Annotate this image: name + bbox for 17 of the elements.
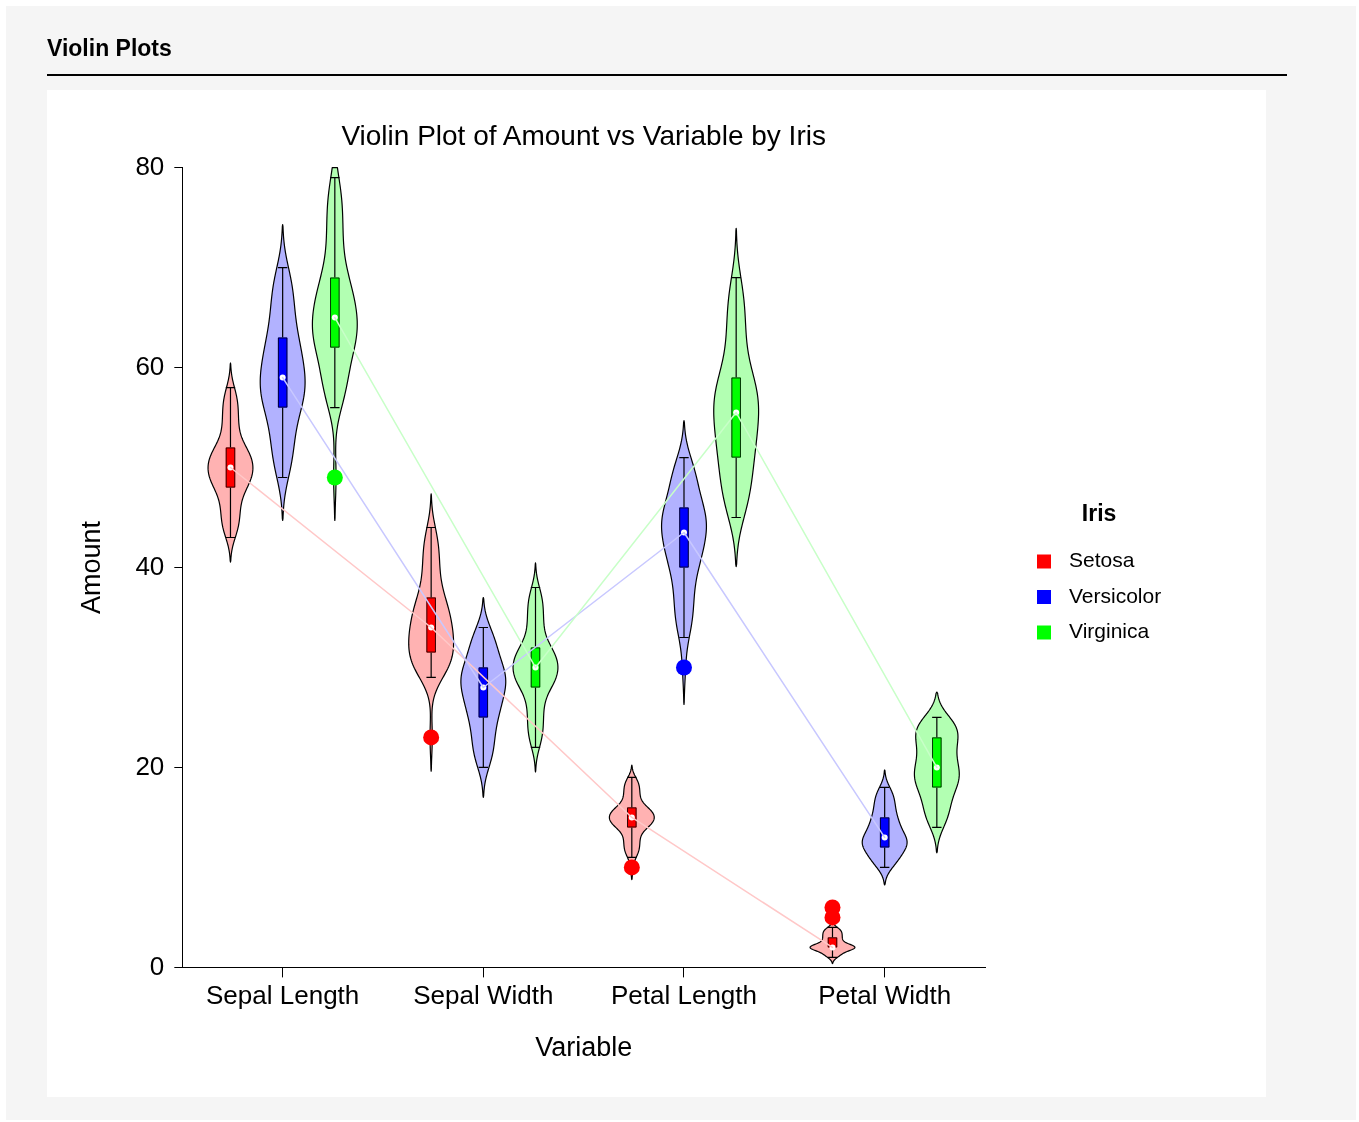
- y-tick-label: 40: [135, 550, 165, 581]
- legend-label: Versicolor: [1069, 583, 1162, 607]
- legend-label: Virginica: [1069, 619, 1150, 643]
- x-axis-title: Variable: [535, 1032, 633, 1063]
- y-tick-label: 60: [135, 350, 165, 381]
- x-tick-label: Petal Length: [610, 980, 757, 1011]
- y-tick-label: 80: [135, 150, 165, 181]
- legend-label: Setosa: [1069, 548, 1135, 572]
- y-axis-title: Amount: [75, 520, 106, 615]
- x-tick-label: Sepal Length: [206, 980, 360, 1011]
- legend-title: Iris: [1081, 499, 1117, 526]
- x-tick-label: Sepal Width: [413, 980, 554, 1011]
- chart-subtitle: Violin Plot of Amount vs Variable by Iris: [341, 119, 826, 151]
- chart-title: Violin Plots: [47, 34, 172, 62]
- y-tick-label: 0: [149, 950, 165, 981]
- x-tick-label: Petal Width: [818, 980, 952, 1011]
- y-tick-label: 20: [135, 750, 165, 781]
